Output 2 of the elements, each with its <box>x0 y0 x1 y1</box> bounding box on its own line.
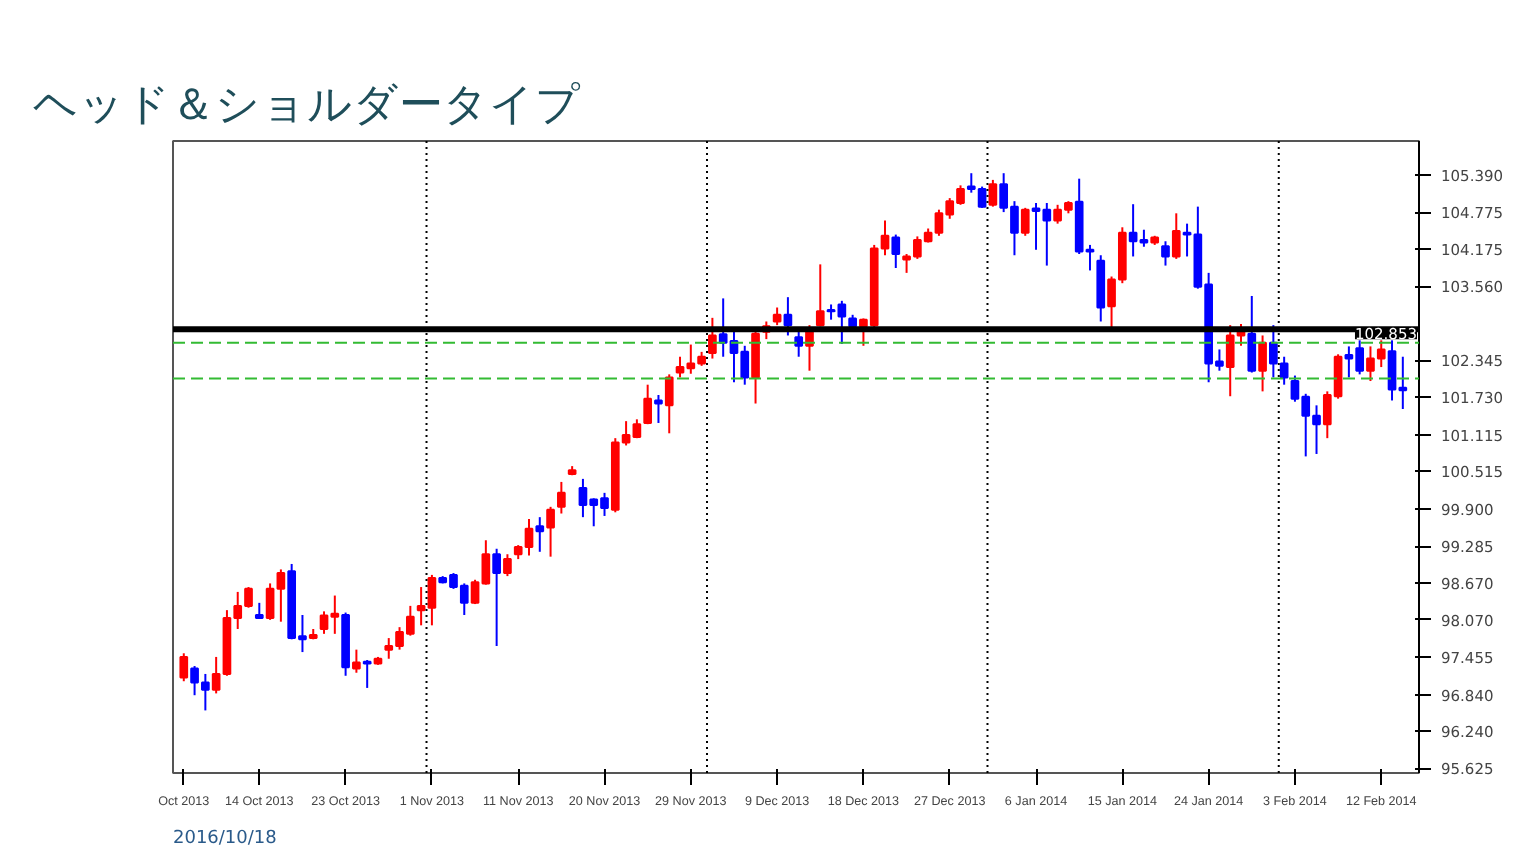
text: 2016/10/18 <box>173 829 278 849</box>
chart-title: ヘッド＆ショルダータイプ <box>33 81 581 131</box>
